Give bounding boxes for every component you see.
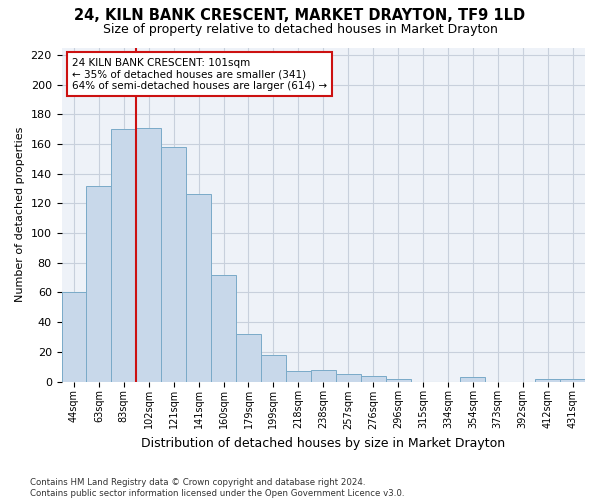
Text: 24, KILN BANK CRESCENT, MARKET DRAYTON, TF9 1LD: 24, KILN BANK CRESCENT, MARKET DRAYTON, … [74, 8, 526, 22]
Bar [112, 129, 136, 382]
Bar [62, 292, 86, 382]
Bar [460, 377, 485, 382]
Y-axis label: Number of detached properties: Number of detached properties [15, 127, 25, 302]
Bar [86, 186, 112, 382]
Bar [336, 374, 361, 382]
X-axis label: Distribution of detached houses by size in Market Drayton: Distribution of detached houses by size … [141, 437, 505, 450]
Bar [236, 334, 261, 382]
Bar [136, 128, 161, 382]
Text: 24 KILN BANK CRESCENT: 101sqm
← 35% of detached houses are smaller (341)
64% of : 24 KILN BANK CRESCENT: 101sqm ← 35% of d… [72, 58, 327, 90]
Text: Contains HM Land Registry data © Crown copyright and database right 2024.
Contai: Contains HM Land Registry data © Crown c… [30, 478, 404, 498]
Bar [311, 370, 336, 382]
Bar [361, 376, 386, 382]
Bar [261, 355, 286, 382]
Bar [286, 371, 311, 382]
Bar [211, 274, 236, 382]
Bar [560, 378, 585, 382]
Text: Size of property relative to detached houses in Market Drayton: Size of property relative to detached ho… [103, 22, 497, 36]
Bar [161, 147, 186, 382]
Bar [386, 378, 410, 382]
Bar [186, 194, 211, 382]
Bar [535, 378, 560, 382]
